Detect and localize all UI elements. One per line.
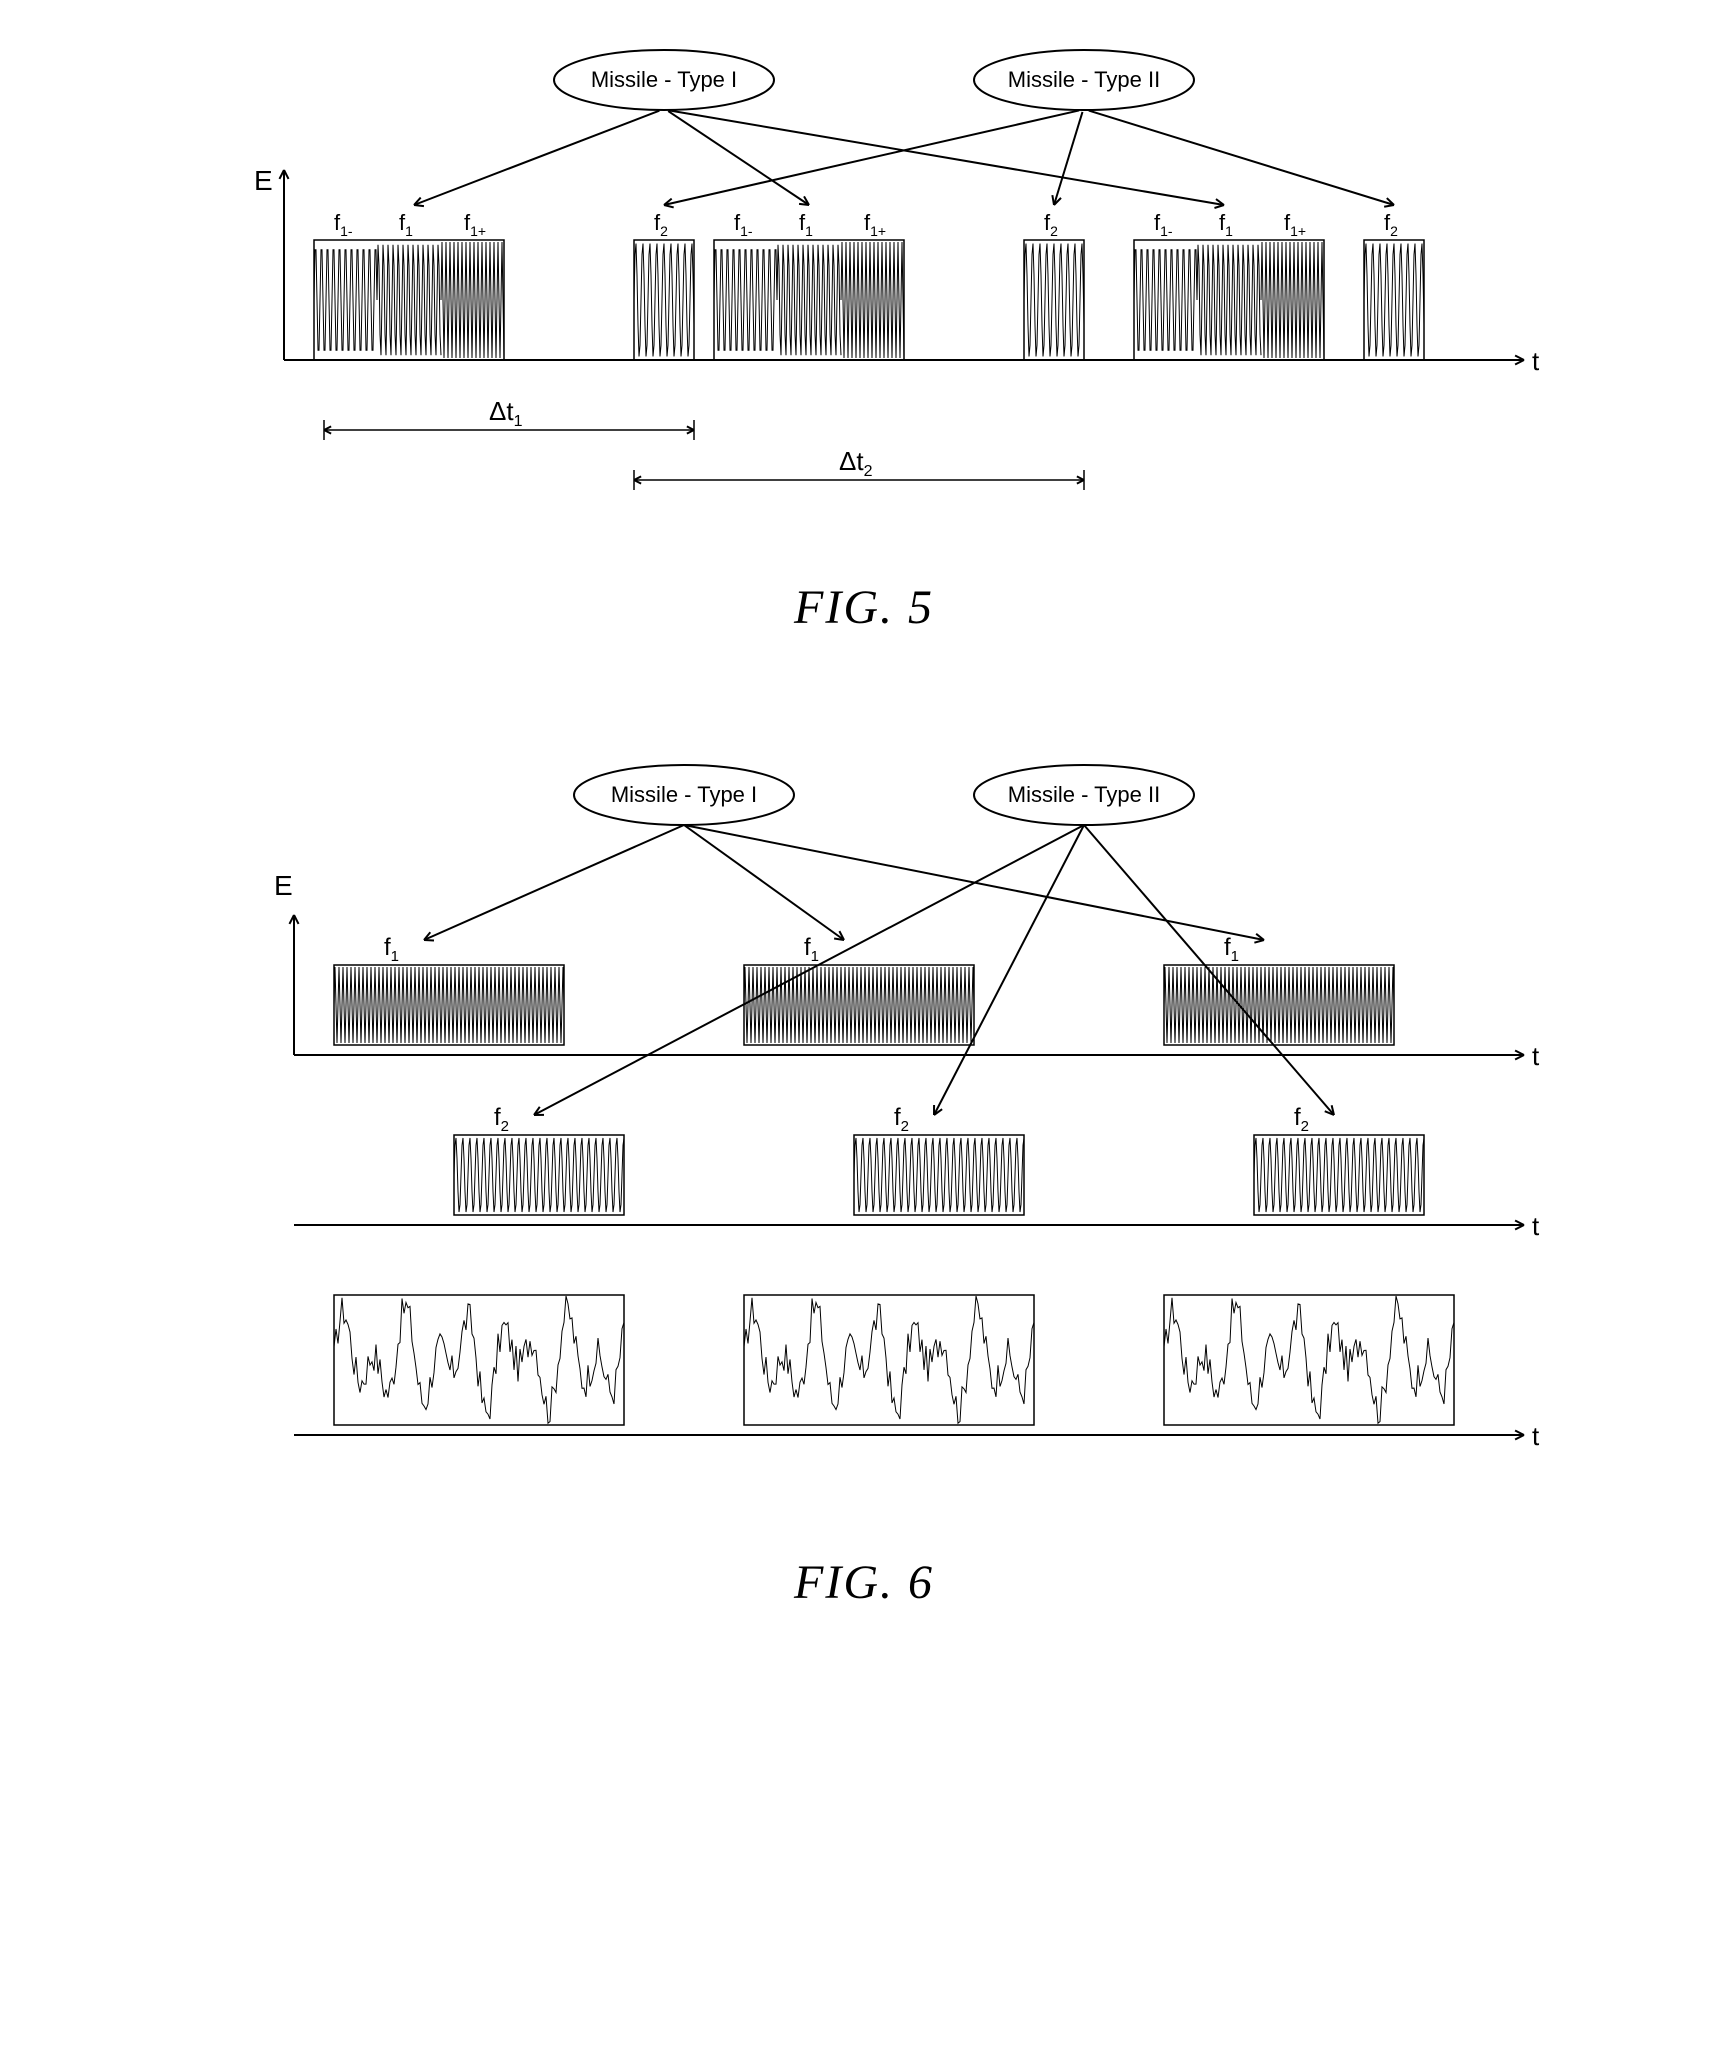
svg-text:f1: f1 — [804, 934, 819, 965]
svg-text:f1-: f1- — [734, 210, 753, 239]
svg-text:Δt2: Δt2 — [839, 446, 873, 480]
svg-text:Δt1: Δt1 — [489, 396, 523, 430]
svg-text:f1: f1 — [1224, 934, 1239, 965]
svg-text:f2: f2 — [654, 210, 668, 239]
figure-5: t Ef1- f1 f1+ f2 f1- f1 f1+ f2 f1- f1 f1+ f2 Missile … — [40, 40, 1688, 635]
fig6-svg: Et f1 f1 f1 t f2 f2 f2 t Missile - Type I Missile … — [164, 755, 1564, 1515]
svg-text:f1+: f1+ — [1284, 210, 1306, 239]
svg-text:t: t — [1532, 1211, 1540, 1241]
svg-text:t: t — [1532, 1041, 1540, 1071]
svg-text:Missile - Type II: Missile - Type II — [1008, 67, 1160, 92]
svg-text:E: E — [254, 165, 273, 196]
svg-text:t: t — [1532, 346, 1540, 376]
svg-text:f1+: f1+ — [464, 210, 486, 239]
svg-text:f2: f2 — [894, 1104, 909, 1135]
svg-text:f1+: f1+ — [864, 210, 886, 239]
svg-text:f2: f2 — [1384, 210, 1398, 239]
fig6-caption: FIG. 6 — [40, 1555, 1688, 1610]
svg-text:f1-: f1- — [334, 210, 353, 239]
svg-text:Missile - Type II: Missile - Type II — [1008, 782, 1160, 807]
svg-text:f1: f1 — [1219, 210, 1233, 239]
figure-6: Et f1 f1 f1 t f2 f2 f2 t Missile - Type I Missile … — [40, 755, 1688, 1610]
fig5-caption: FIG. 5 — [40, 580, 1688, 635]
svg-text:f1: f1 — [399, 210, 413, 239]
svg-text:t: t — [1532, 1421, 1540, 1451]
svg-text:f2: f2 — [494, 1104, 509, 1135]
svg-text:f1: f1 — [384, 934, 399, 965]
svg-text:Missile - Type I: Missile - Type I — [591, 67, 737, 92]
svg-text:f1: f1 — [799, 210, 813, 239]
svg-text:f2: f2 — [1294, 1104, 1309, 1135]
svg-text:f2: f2 — [1044, 210, 1058, 239]
svg-text:f1-: f1- — [1154, 210, 1173, 239]
fig5-svg: t Ef1- f1 f1+ f2 f1- f1 f1+ f2 f1- f1 f1+ f2 Missile … — [164, 40, 1564, 540]
svg-text:Missile - Type I: Missile - Type I — [611, 782, 757, 807]
svg-text:E: E — [274, 870, 293, 901]
